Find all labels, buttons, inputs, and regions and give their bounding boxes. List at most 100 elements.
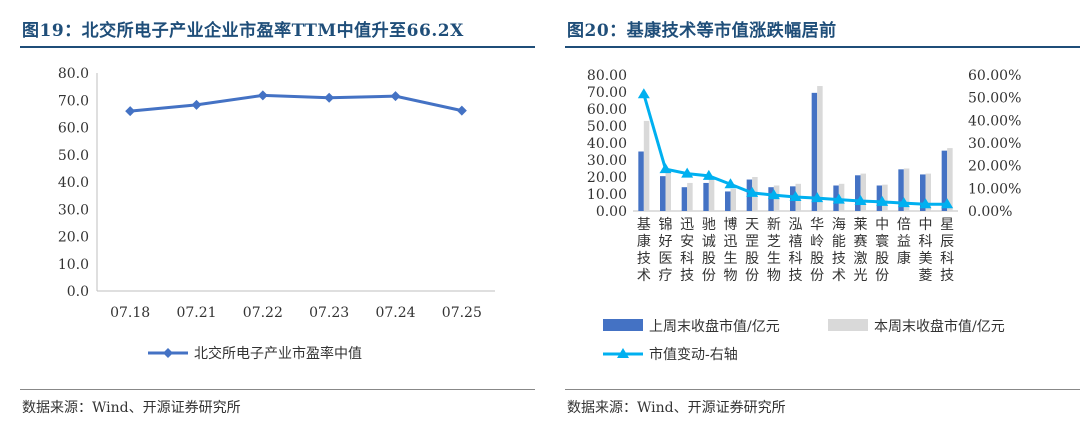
data-point xyxy=(191,99,202,110)
data-point xyxy=(789,190,802,201)
bar-this-week xyxy=(817,86,823,211)
legend-swatch-last-week xyxy=(603,319,643,331)
x-tick-label: 莱赛激光 xyxy=(854,217,868,284)
bar-this-week xyxy=(665,170,671,211)
data-point xyxy=(876,195,889,206)
x-tick-label: 星辰科技 xyxy=(940,217,954,284)
right-y-tick-label: 40.00% xyxy=(968,113,1021,129)
x-tick-label: 07.21 xyxy=(176,305,216,321)
x-tick-label: 中科美菱 xyxy=(919,217,933,284)
title-rule xyxy=(20,46,535,48)
right-y-tick-label: 30.00% xyxy=(968,136,1021,152)
x-tick-label: 迅安科技 xyxy=(680,217,694,284)
title-rule xyxy=(565,46,1080,48)
data-point xyxy=(919,198,932,209)
right-y-tick-label: 50.00% xyxy=(968,91,1021,107)
x-tick-label: 基康技术 xyxy=(637,216,651,284)
legend-label: 北交所电子产业市盈率中值 xyxy=(194,345,362,362)
source-note: 数据来源：Wind、开源证券研究所 xyxy=(22,400,241,416)
data-point xyxy=(897,197,910,208)
left-y-tick-label: 20.00 xyxy=(587,170,627,186)
bar-last-week xyxy=(811,92,818,211)
x-tick-label: 泓禧科技 xyxy=(789,217,803,284)
data-point xyxy=(811,192,824,203)
x-tick-label: 中寰股份 xyxy=(875,217,889,284)
legend-label: 市值变动-右轴 xyxy=(649,346,738,363)
legend-label: 本周末收盘市值/亿元 xyxy=(874,318,1005,335)
left-y-tick-label: 60.00 xyxy=(587,102,627,118)
left-y-tick-label: 70.00 xyxy=(587,85,627,101)
data-point xyxy=(832,193,845,204)
data-point xyxy=(941,198,954,209)
right-y-tick-label: 20.00% xyxy=(968,159,1021,175)
x-tick-label: 天罡股份 xyxy=(745,217,759,284)
x-tick-label: 07.23 xyxy=(309,305,349,321)
x-tick-label: 新芝生物 xyxy=(767,217,781,284)
pe-line-chart: 0.0 10.0 20.0 30.0 40.0 50.0 60.0 70.0 80.0 07.18… xyxy=(58,66,495,362)
data-point xyxy=(390,91,401,102)
y-tick-label: 30.0 xyxy=(58,202,89,218)
data-point xyxy=(659,163,672,174)
y-tick-label: 60.0 xyxy=(58,121,89,137)
data-point xyxy=(637,88,650,99)
x-tick-label: 锦好医疗 xyxy=(659,216,673,284)
data-point xyxy=(125,106,136,117)
x-tick-label: 驰诚股份 xyxy=(702,217,716,284)
data-point xyxy=(456,105,467,116)
y-tick-label: 20.0 xyxy=(58,230,89,246)
data-point xyxy=(724,178,737,189)
bar-this-week xyxy=(730,188,736,211)
bar-this-week xyxy=(838,183,845,211)
market-cap-panel: 图20：基康技术等市值涨跌幅居前 0.00 10.00 20.00 30.00 40.0… xyxy=(545,0,1080,434)
data-point xyxy=(746,186,759,197)
chart-title-market-cap: 图20：基康技术等市值涨跌幅居前 xyxy=(567,21,837,41)
x-tick-label: 海能技术 xyxy=(832,217,846,284)
bar-this-week xyxy=(925,173,931,211)
data-point xyxy=(257,90,268,101)
y-tick-label: 50.0 xyxy=(58,148,89,164)
chart-title-pe: 图19：北交所电子产业企业市盈率TTM中值升至66.2X xyxy=(22,21,464,41)
left-y-tick-label: 80.00 xyxy=(587,68,627,84)
data-point xyxy=(681,167,694,178)
left-y-tick-label: 30.00 xyxy=(587,153,627,169)
bar-last-week xyxy=(876,185,883,211)
right-y-tick-label: 10.00% xyxy=(968,181,1021,197)
data-point xyxy=(767,189,780,200)
bar-last-week xyxy=(660,176,666,211)
y-tick-label: 40.0 xyxy=(58,175,89,191)
legend-swatch-this-week xyxy=(828,319,868,331)
x-tick-label: 华岭股份 xyxy=(810,217,824,284)
bar-this-week xyxy=(687,182,693,211)
bar-this-week xyxy=(860,173,866,211)
left-y-tick-label: 40.00 xyxy=(587,136,627,152)
data-point xyxy=(854,195,867,206)
bar-last-week xyxy=(725,191,731,211)
x-tick-label: 博迅生物 xyxy=(724,216,738,284)
x-tick-label: 07.24 xyxy=(375,305,415,321)
bar-this-week xyxy=(643,120,650,211)
y-tick-label: 10.0 xyxy=(58,257,89,273)
bar-last-week xyxy=(638,151,644,211)
bar-this-week xyxy=(882,184,888,211)
legend-marker xyxy=(163,348,173,358)
x-tick-label: 07.18 xyxy=(110,305,150,321)
right-y-tick-label: 60.00% xyxy=(968,68,1021,84)
source-note: 数据来源：Wind、开源证券研究所 xyxy=(567,400,786,416)
bar-last-week xyxy=(941,150,948,211)
y-tick-label: 70.0 xyxy=(58,93,89,109)
left-y-tick-label: 50.00 xyxy=(587,119,627,135)
bar-last-week xyxy=(681,187,688,211)
bar-last-week xyxy=(703,182,709,211)
source-rule xyxy=(20,389,535,390)
pe-series-line xyxy=(130,93,463,113)
pe-ratio-panel: 图19：北交所电子产业企业市盈率TTM中值升至66.2X 0.0 10.0 20.0… xyxy=(0,0,535,434)
left-y-tick-label: 10.00 xyxy=(587,187,627,203)
legend-label: 上周末收盘市值/亿元 xyxy=(649,318,780,335)
bar-last-week xyxy=(920,174,926,211)
legend-marker xyxy=(617,348,629,358)
y-tick-label: 0.0 xyxy=(67,284,89,300)
bar-last-week xyxy=(898,169,904,211)
y-tick-label: 80.0 xyxy=(58,66,89,82)
bar-this-week xyxy=(903,168,910,211)
data-point xyxy=(702,169,715,180)
